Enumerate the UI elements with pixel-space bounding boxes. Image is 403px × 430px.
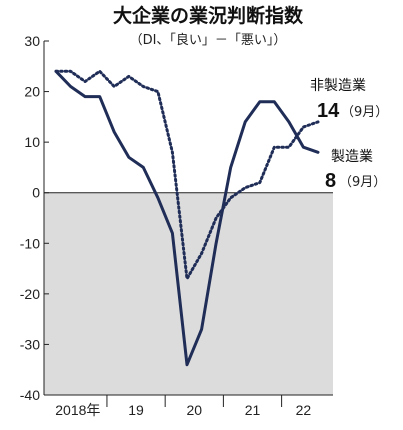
series-line-nonmanufacturing	[54, 69, 320, 281]
label-nonmanufacturing-name: 非製造業	[310, 78, 366, 94]
y-tick-label: 0	[32, 185, 40, 201]
label-nonmanufacturing-value: 14	[317, 100, 340, 122]
chart-title: 大企業の業況判断指数	[113, 4, 304, 27]
x-tick-label: 19	[128, 402, 144, 418]
y-tick-label: 10	[24, 134, 40, 150]
y-tick-label: 20	[24, 84, 40, 100]
label-nonmanufacturing-month: （9月）	[341, 105, 388, 120]
label-manufacturing-month: （9月）	[339, 175, 386, 190]
series-line-manufacturing	[54, 69, 320, 367]
y-tick-label: 30	[24, 33, 40, 49]
x-tick-label: 20	[186, 402, 202, 418]
y-tick-label: -10	[20, 235, 40, 251]
x-tick-label: 2018年	[55, 402, 100, 418]
label-manufacturing-name: 製造業	[331, 149, 373, 165]
x-tick-label: 21	[245, 402, 261, 418]
y-tick-label: -40	[20, 387, 40, 403]
chart-subtitle: （DI、「良い」－「悪い」）	[130, 32, 287, 48]
x-tick-label: 22	[296, 402, 312, 418]
y-tick-label: -20	[20, 286, 40, 302]
y-tick-label: -30	[20, 336, 40, 352]
label-manufacturing-value: 8	[325, 170, 336, 192]
